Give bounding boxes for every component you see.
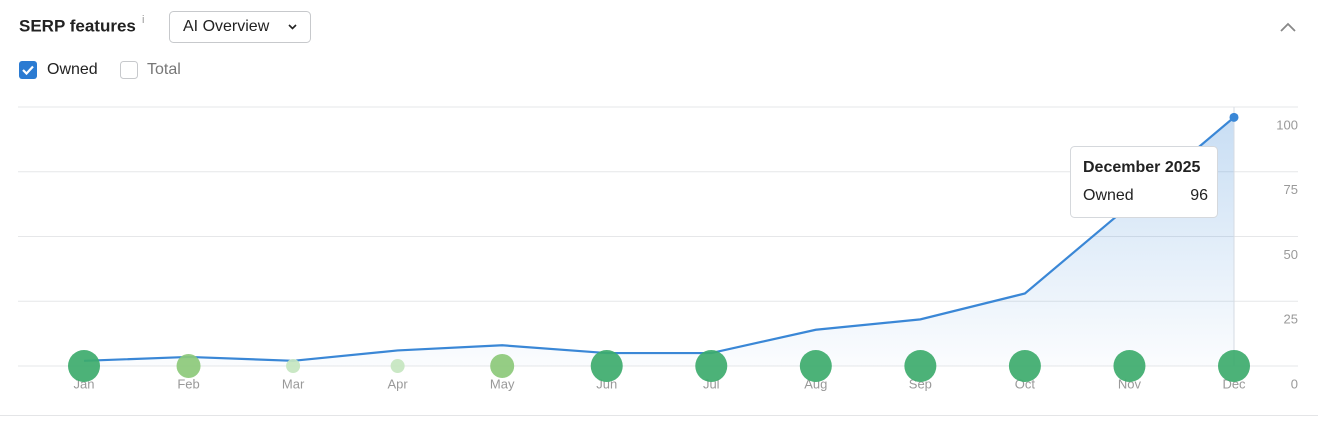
legend-label: Total: [147, 61, 181, 78]
y-tick-label: 75: [1284, 182, 1298, 197]
feature-marker: [490, 354, 515, 378]
y-tick-label: 100: [1276, 117, 1298, 132]
feature-marker: [695, 350, 728, 382]
x-tick-label: May: [490, 376, 515, 391]
info-icon[interactable]: i: [142, 14, 144, 26]
feature-marker: [1008, 350, 1041, 382]
dropdown-label: AI Overview: [183, 18, 270, 35]
feature-marker: [68, 350, 100, 382]
check-mark: [22, 65, 34, 76]
checkbox-total[interactable]: [120, 61, 138, 79]
chart-title: SERP features: [19, 16, 136, 35]
y-tick-label: 0: [1291, 376, 1298, 391]
x-tick-label: Apr: [388, 376, 409, 391]
feature-marker: [1218, 350, 1250, 382]
feature-marker: [390, 359, 405, 373]
feature-marker: [799, 350, 832, 382]
collapse-button[interactable]: [1280, 22, 1296, 32]
hover-point: [1229, 112, 1239, 122]
dropdown[interactable]: [169, 11, 311, 43]
feature-marker: [286, 359, 301, 373]
line: [83, 116, 1235, 362]
feature-marker: [1113, 350, 1146, 382]
x-tick-label: Mar: [282, 376, 305, 391]
tooltip: [1070, 146, 1218, 218]
tooltip-title: December 2025: [1083, 159, 1201, 176]
area: [84, 117, 1234, 366]
x-tick-label: Feb: [177, 376, 199, 391]
dropdown-chevron: [288, 24, 297, 30]
feature-marker: [176, 354, 201, 378]
tooltip-series: Owned: [1083, 187, 1134, 204]
checkbox-owned[interactable]: [19, 61, 37, 79]
y-tick-label: 25: [1284, 312, 1298, 327]
feature-marker: [904, 350, 937, 382]
legend-label: Owned: [47, 61, 98, 78]
feature-marker: [590, 350, 623, 382]
y-tick-label: 50: [1284, 247, 1298, 262]
tooltip-value: 96: [1190, 187, 1208, 204]
